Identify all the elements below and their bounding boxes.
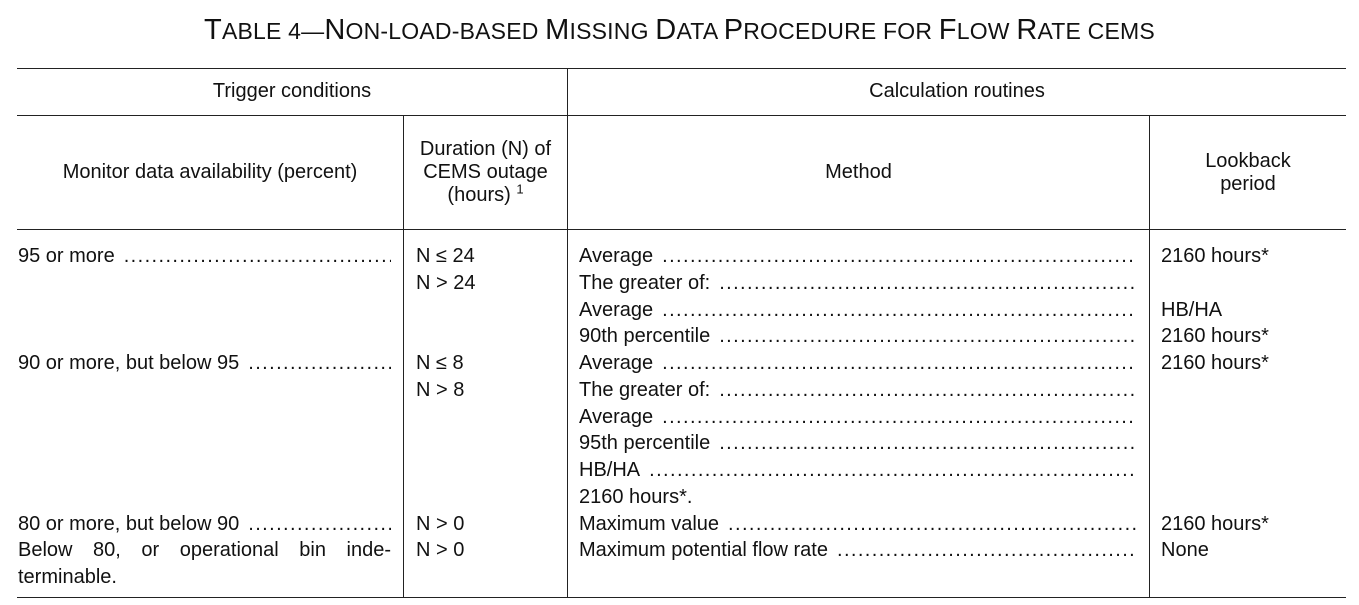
table-title: TABLE 4—NON-LOAD-BASED MISSING DATA PROC…	[204, 14, 1155, 46]
availability-cell: 90 or more, but below 95	[18, 352, 240, 374]
rule-col-2	[567, 68, 568, 597]
rule-header-bottom	[17, 229, 1346, 230]
lookback-cell: 2160 hours*	[1161, 513, 1269, 535]
rule-col-3	[1149, 115, 1150, 597]
header-trigger-conditions: Trigger conditions	[212, 80, 372, 102]
duration-cell: N > 0	[416, 539, 465, 561]
availability-cell: 80 or more, but below 90	[18, 513, 240, 535]
table-row: 90 or more, but below 95................…	[18, 350, 391, 377]
header-duration: Duration (N) of CEMS outage (hours) 1	[419, 138, 552, 206]
header-monitor-availability: Monitor data availability (percent)	[62, 161, 358, 183]
header-calculation-routines: Calculation routines	[869, 80, 1045, 102]
data-table: Trigger conditions Calculation routines …	[17, 68, 1346, 598]
lookback-cell: 2160 hours* HB/HA 2160 hours*	[1161, 245, 1269, 348]
method-cell: Maximum potential flow rate.............…	[579, 539, 1137, 561]
table-row: 80 or more, but below 90................…	[18, 511, 391, 538]
footnote-marker: 1	[516, 181, 524, 197]
availability-cell: Below 80, or operational bin inde- termi…	[18, 539, 391, 588]
header-method: Method	[825, 161, 892, 183]
rule-col-1	[403, 115, 404, 597]
table-row: 95 or more..............................…	[18, 243, 391, 270]
duration-cell: N ≤ 24 N > 24	[416, 245, 476, 294]
lookback-cell: 2160 hours*	[1161, 352, 1269, 374]
method-cell: Average.................................…	[579, 352, 1137, 508]
duration-cell: N > 0	[416, 513, 465, 535]
duration-cell: N ≤ 8 N > 8	[416, 352, 465, 401]
method-cell: Maximum value...........................…	[579, 513, 1137, 535]
rule-bottom	[17, 597, 1346, 598]
rule-header-mid	[17, 115, 1346, 116]
availability-cell: 95 or more	[18, 245, 115, 267]
header-lookback-period: Lookback period	[1205, 149, 1291, 195]
lookback-cell: None	[1161, 539, 1209, 561]
table-row: Below 80, or operational bin inde- termi…	[18, 537, 391, 591]
rule-top	[17, 68, 1346, 69]
method-cell: Average.................................…	[579, 245, 1137, 348]
